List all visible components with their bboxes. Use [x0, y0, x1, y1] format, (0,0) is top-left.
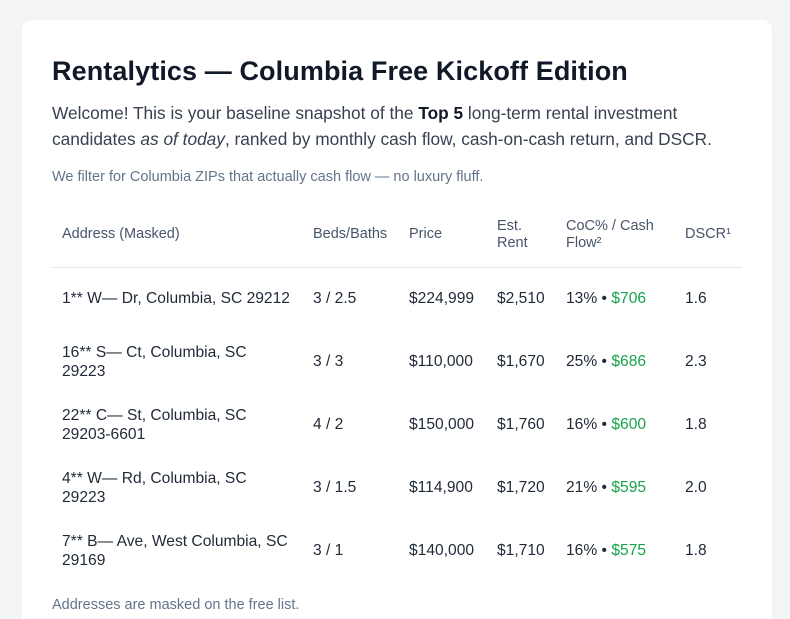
cell-coc-cash-flow: 16% • $600 [556, 393, 675, 456]
cell-rent: $1,670 [497, 353, 545, 370]
header-beds-baths: Beds/Baths [303, 203, 399, 268]
cell-address: 16** S— Ct, Columbia, SC 29223 [62, 343, 247, 380]
cell-address: 4** W— Rd, Columbia, SC 29223 [62, 469, 247, 506]
cell-rent: $1,760 [497, 416, 545, 433]
intro-end: , ranked by monthly cash flow, cash-on-c… [224, 129, 712, 149]
table-row: 22** C— St, Columbia, SC 29203-6601 4 / … [52, 393, 742, 456]
cell-beds-baths: 3 / 1.5 [313, 479, 357, 496]
cell-price: $140,000 [409, 542, 475, 559]
separator: • [597, 353, 612, 370]
filter-note: We filter for Columbia ZIPs that actuall… [52, 169, 484, 185]
intro-welcome: Welcome! This is your baseline snapshot … [52, 103, 419, 123]
page-title: Rentalytics — Columbia Free Kickoff Edit… [52, 56, 628, 86]
cell-beds-baths: 3 / 2.5 [313, 290, 357, 308]
cell-address: 22** C— St, Columbia, SC 29203-6601 [62, 406, 247, 443]
rentals-table: Address (Masked) Beds/Baths Price Est. R… [52, 203, 742, 582]
cell-coc-cash-flow: 16% • $575 [556, 519, 675, 582]
separator: • [597, 416, 612, 433]
intro-top5: Top 5 [418, 103, 464, 123]
cash-flow-value: $595 [611, 479, 647, 496]
header-rent: Est. Rent [487, 203, 556, 268]
cell-address: 7** B— Ave, West Columbia, SC 29169 [62, 532, 288, 569]
cell-price: $150,000 [409, 416, 475, 433]
header-coc-cash-flow: CoC% / Cash Flow² [556, 203, 675, 268]
cell-rent: $2,510 [497, 290, 545, 308]
table-row: 7** B— Ave, West Columbia, SC 29169 3 / … [52, 519, 742, 582]
cell-dscr: 2.0 [685, 479, 707, 496]
masked-addresses-note: Addresses are masked on the free list. [52, 597, 300, 613]
coc-value: 21% [566, 479, 598, 496]
separator: • [597, 479, 612, 496]
coc-value: 25% [566, 353, 598, 370]
cell-coc-cash-flow: 13% • $706 [556, 267, 675, 330]
cell-price: $110,000 [409, 353, 473, 370]
cash-flow-value: $575 [611, 542, 647, 559]
cell-dscr: 1.6 [685, 290, 707, 308]
coc-value: 13% [566, 290, 598, 308]
coc-value: 16% [566, 542, 598, 559]
cell-beds-baths: 3 / 1 [313, 542, 344, 559]
header-dscr: DSCR¹ [675, 203, 742, 268]
coc-value: 16% [566, 416, 598, 433]
cash-flow-value: $686 [611, 353, 647, 370]
cell-coc-cash-flow: 25% • $686 [556, 330, 675, 393]
cell-address: 1** W— Dr, Columbia, SC 29212 [62, 290, 290, 308]
intro-paragraph: Welcome! This is your baseline snapshot … [52, 100, 742, 152]
cell-rent: $1,720 [497, 479, 545, 496]
intro-as-of: as of today [140, 129, 225, 149]
cell-dscr: 1.8 [685, 542, 707, 559]
header-price: Price [399, 203, 487, 268]
cell-rent: $1,710 [497, 542, 545, 559]
cell-beds-baths: 4 / 2 [313, 416, 344, 433]
report-card: Rentalytics — Columbia Free Kickoff Edit… [22, 20, 772, 619]
table-row: 1** W— Dr, Columbia, SC 29212 3 / 2.5 $2… [52, 267, 742, 330]
cell-price: $224,999 [409, 290, 475, 308]
cell-coc-cash-flow: 21% • $595 [556, 456, 675, 519]
cell-price: $114,900 [409, 479, 473, 496]
cell-beds-baths: 3 / 3 [313, 353, 344, 370]
cell-dscr: 2.3 [685, 353, 707, 370]
table-row: 4** W— Rd, Columbia, SC 29223 3 / 1.5 $1… [52, 456, 742, 519]
header-address: Address (Masked) [52, 203, 303, 268]
separator: • [597, 290, 612, 308]
table-header-row: Address (Masked) Beds/Baths Price Est. R… [52, 203, 742, 268]
cash-flow-value: $600 [611, 416, 647, 433]
separator: • [597, 542, 612, 559]
table-row: 16** S— Ct, Columbia, SC 29223 3 / 3 $11… [52, 330, 742, 393]
intro-mid: long-term rental investment candidates [52, 103, 678, 149]
cell-dscr: 1.8 [685, 416, 707, 433]
cash-flow-value: $706 [611, 290, 647, 308]
